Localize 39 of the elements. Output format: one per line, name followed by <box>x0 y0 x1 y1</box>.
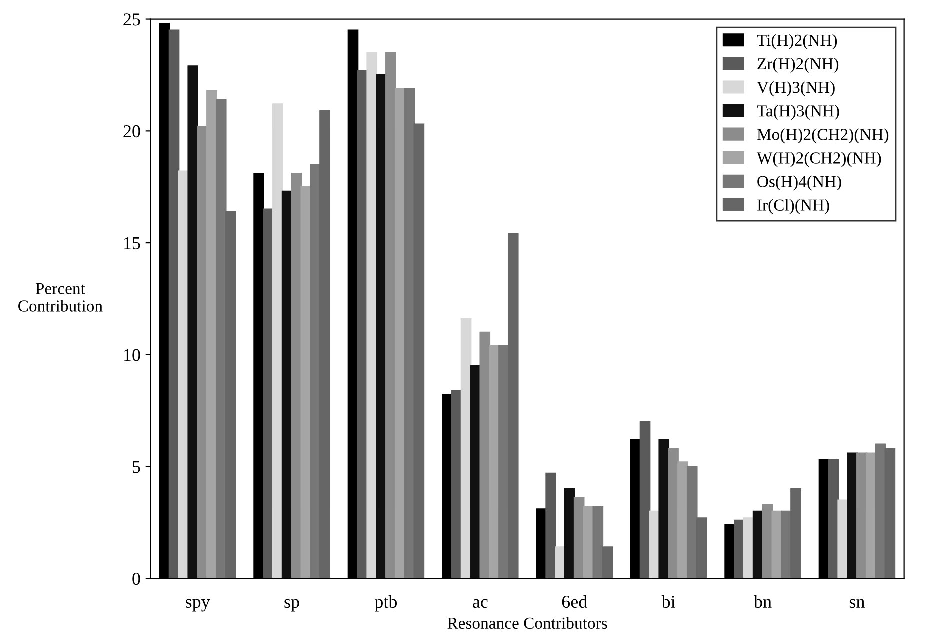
x-tick-label: bi <box>662 595 676 608</box>
x-tick-label: sn <box>850 599 865 608</box>
legend-label: Ir(Cl)(NH) <box>758 199 830 214</box>
bar <box>790 488 802 579</box>
bar <box>884 448 896 579</box>
y-tick-label: 20 <box>124 125 140 138</box>
legend-label: Os(H)4(NH) <box>758 176 842 191</box>
x-tick-label: bn <box>754 595 772 608</box>
legend-label: W(H)2(CH2)(NH) <box>756 152 882 168</box>
bar <box>546 472 556 579</box>
legend-label: Mo(H)2(CH2)(NH) <box>757 128 889 144</box>
y-tick-label: 25 <box>124 14 140 26</box>
x-tick-label: ac <box>473 599 488 608</box>
x-tick-label: spy <box>186 599 210 612</box>
legend-label: Ti(H)2(NH) <box>757 34 838 50</box>
bar <box>320 110 330 579</box>
y-tick-label: 0 <box>132 572 140 586</box>
bar <box>225 211 236 579</box>
bar <box>168 30 180 579</box>
bar <box>414 124 425 579</box>
bar <box>216 99 227 579</box>
y-tick-label: 10 <box>124 349 140 362</box>
x-axis-title: Resonance Contributors <box>448 617 608 630</box>
legend-label: Ta(H)3(NH) <box>757 105 840 120</box>
bar <box>640 421 651 579</box>
x-tick-label: sp <box>284 599 300 612</box>
bar <box>602 546 613 579</box>
legend-label: V(H)3(NH) <box>757 81 835 97</box>
bar <box>592 506 604 579</box>
bar <box>272 104 284 579</box>
x-tick-label: 6ed <box>562 595 588 608</box>
bar <box>508 233 519 579</box>
bar <box>696 518 708 579</box>
y-tick-label: 5 <box>133 461 140 474</box>
legend-label: Zr(H)2(NH) <box>758 58 839 74</box>
y-tick-label: 15 <box>124 237 140 250</box>
y-axis-title: Percent Contribution <box>18 283 103 312</box>
bar <box>686 466 698 579</box>
x-tick-label: ptb <box>374 595 398 612</box>
